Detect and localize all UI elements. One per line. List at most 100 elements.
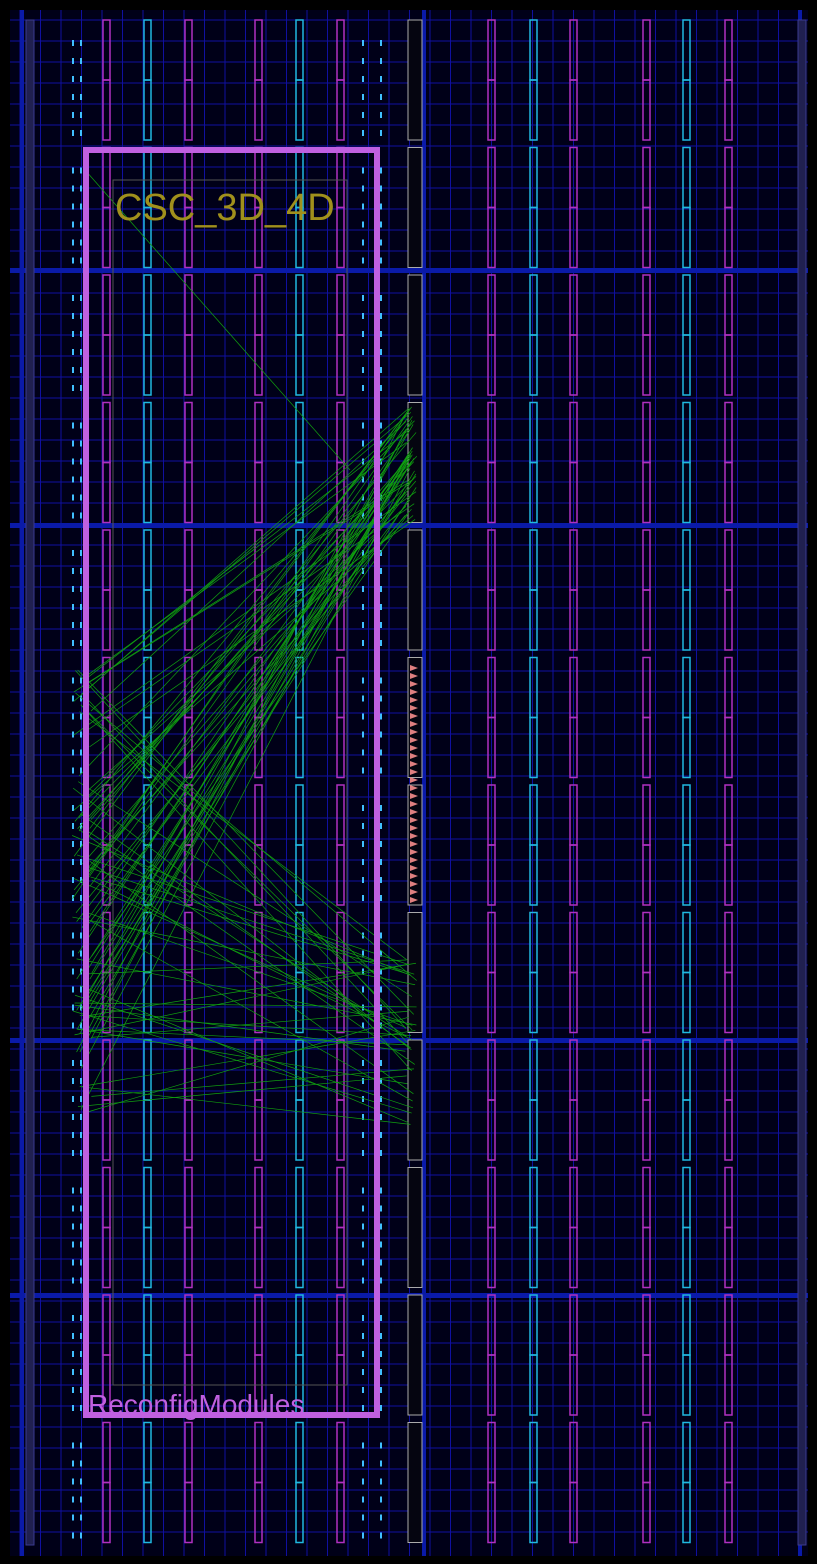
cell [72, 951, 74, 957]
cell [362, 385, 364, 391]
cell [362, 1405, 364, 1411]
cell [72, 258, 74, 264]
cell [80, 1188, 82, 1194]
cell [80, 678, 82, 684]
cell [380, 714, 382, 720]
cell [380, 622, 382, 628]
cell [80, 1369, 82, 1375]
cell [80, 295, 82, 301]
cell [380, 367, 382, 373]
cell [72, 186, 74, 192]
cell [362, 1150, 364, 1156]
cell [380, 1260, 382, 1266]
cell [72, 349, 74, 355]
cell [380, 1369, 382, 1375]
cell [380, 168, 382, 174]
cell [80, 640, 82, 646]
cell [380, 841, 382, 847]
cell [80, 1315, 82, 1321]
cell [362, 1515, 364, 1521]
cell [380, 331, 382, 337]
cell [80, 1096, 82, 1102]
cell [72, 513, 74, 519]
cell [380, 568, 382, 574]
cell [362, 1461, 364, 1467]
cell [80, 313, 82, 319]
cell [80, 204, 82, 210]
cell [362, 441, 364, 447]
cell [72, 1078, 74, 1084]
center-column [408, 1295, 422, 1415]
cell [72, 94, 74, 100]
cell [362, 1333, 364, 1339]
cell [362, 1206, 364, 1212]
cell [380, 76, 382, 82]
cell [80, 951, 82, 957]
cell [380, 1114, 382, 1120]
cell [72, 678, 74, 684]
cell [80, 768, 82, 774]
cell [72, 1461, 74, 1467]
cell [80, 604, 82, 610]
cell [72, 423, 74, 429]
cell [72, 877, 74, 883]
cell [380, 112, 382, 118]
cell [362, 168, 364, 174]
cell [80, 1078, 82, 1084]
cell [380, 1351, 382, 1357]
cell [72, 1351, 74, 1357]
cell [362, 1278, 364, 1284]
cell [380, 1005, 382, 1011]
module-label: CSC_3D_4D [115, 187, 335, 229]
cell [380, 295, 382, 301]
cell [80, 349, 82, 355]
cell [72, 295, 74, 301]
cell [80, 1533, 82, 1539]
cell [72, 732, 74, 738]
cell [380, 94, 382, 100]
cell [72, 441, 74, 447]
cell [362, 258, 364, 264]
center-column [408, 403, 422, 523]
cell [80, 1260, 82, 1266]
cell [362, 1260, 364, 1266]
cell [80, 168, 82, 174]
cell [72, 40, 74, 46]
cell [362, 331, 364, 337]
cell [72, 495, 74, 501]
cell [72, 750, 74, 756]
cell [380, 130, 382, 136]
cell [72, 1114, 74, 1120]
cell [80, 1132, 82, 1138]
cell [80, 1333, 82, 1339]
cell [80, 732, 82, 738]
cell [380, 859, 382, 865]
cell [80, 859, 82, 865]
cell [80, 895, 82, 901]
cell [80, 1351, 82, 1357]
cell [72, 768, 74, 774]
cell [80, 459, 82, 465]
region-boundary [10, 268, 808, 273]
cell [80, 1515, 82, 1521]
cell [380, 58, 382, 64]
cell [72, 550, 74, 556]
cell [380, 313, 382, 319]
cell [380, 1206, 382, 1212]
cell [380, 1278, 382, 1284]
cell [72, 640, 74, 646]
cell [380, 877, 382, 883]
cell [80, 58, 82, 64]
cell [72, 222, 74, 228]
cell [362, 604, 364, 610]
cell [362, 823, 364, 829]
cell [80, 1405, 82, 1411]
cell [362, 1132, 364, 1138]
cell [362, 696, 364, 702]
cell [72, 1333, 74, 1339]
cell [362, 222, 364, 228]
cell [72, 204, 74, 210]
cell [72, 1387, 74, 1393]
cell [72, 1005, 74, 1011]
cell [380, 513, 382, 519]
